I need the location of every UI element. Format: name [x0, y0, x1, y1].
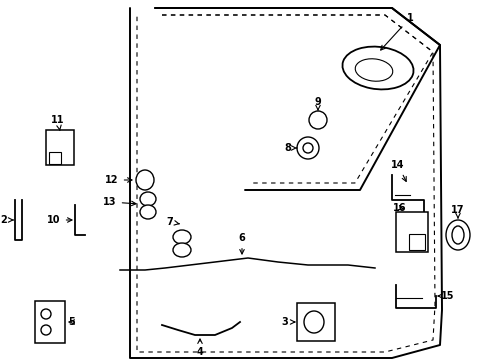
- Bar: [395, 212, 427, 252]
- Ellipse shape: [304, 311, 324, 333]
- Ellipse shape: [173, 230, 191, 244]
- Ellipse shape: [41, 325, 51, 335]
- Ellipse shape: [173, 243, 191, 257]
- Ellipse shape: [41, 309, 51, 319]
- Text: 16: 16: [392, 203, 406, 213]
- Bar: [296, 303, 334, 341]
- Text: 7: 7: [166, 217, 179, 227]
- Ellipse shape: [308, 111, 326, 129]
- Ellipse shape: [354, 59, 392, 81]
- Text: 12: 12: [105, 175, 132, 185]
- Text: 9: 9: [314, 97, 321, 110]
- Text: 5: 5: [68, 317, 75, 327]
- Ellipse shape: [303, 143, 312, 153]
- Bar: [408, 234, 424, 250]
- Text: 4: 4: [196, 339, 203, 357]
- Ellipse shape: [451, 226, 463, 244]
- Text: 13: 13: [103, 197, 136, 207]
- Text: 17: 17: [450, 205, 464, 218]
- Ellipse shape: [136, 170, 154, 190]
- Text: 6: 6: [238, 233, 245, 254]
- Text: 8: 8: [284, 143, 296, 153]
- Text: 3: 3: [281, 317, 294, 327]
- Bar: [35, 301, 65, 343]
- Text: 2: 2: [0, 215, 13, 225]
- Ellipse shape: [296, 137, 318, 159]
- Text: 10: 10: [47, 215, 72, 225]
- Ellipse shape: [445, 220, 469, 250]
- Text: 11: 11: [51, 115, 64, 131]
- Text: 1: 1: [380, 13, 412, 50]
- Ellipse shape: [140, 192, 156, 206]
- Text: 14: 14: [390, 160, 406, 181]
- Ellipse shape: [342, 46, 413, 89]
- Ellipse shape: [140, 205, 156, 219]
- Bar: [49, 152, 61, 164]
- Bar: [46, 130, 74, 166]
- Text: 15: 15: [437, 291, 454, 301]
